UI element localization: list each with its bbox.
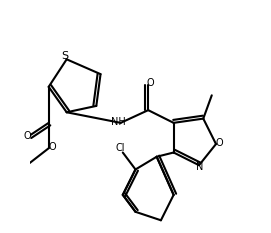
Text: Cl: Cl: [116, 143, 125, 153]
Text: O: O: [48, 142, 56, 152]
Text: NH: NH: [111, 117, 126, 127]
Text: O: O: [147, 78, 154, 88]
Text: O: O: [215, 138, 223, 148]
Text: N: N: [196, 162, 204, 172]
Text: O: O: [24, 130, 31, 140]
Text: S: S: [61, 51, 68, 61]
